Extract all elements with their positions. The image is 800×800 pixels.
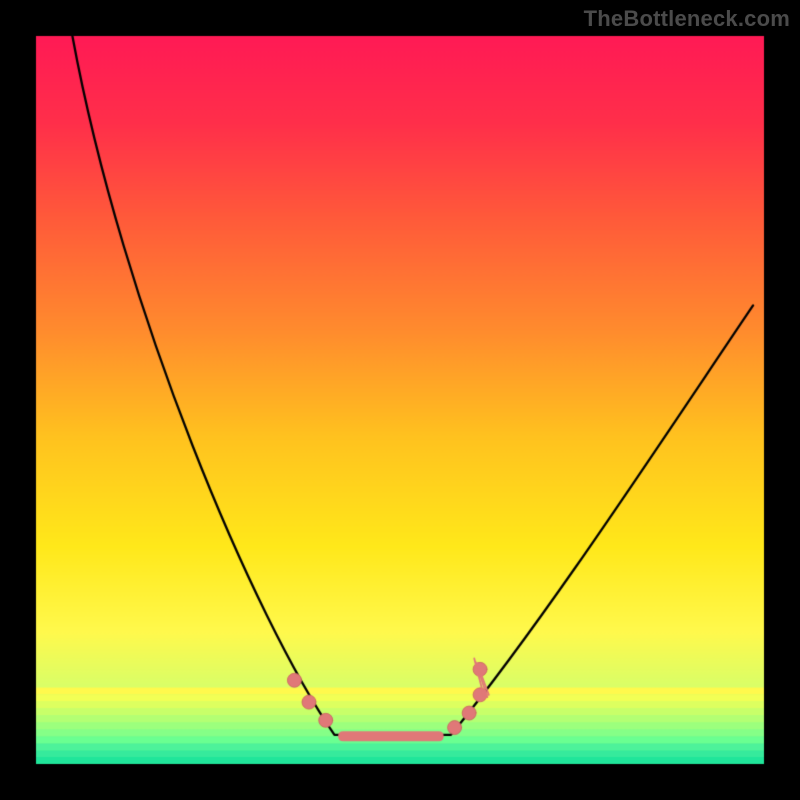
bottleneck-curve bbox=[0, 0, 800, 800]
watermark-text: TheBottleneck.com bbox=[584, 6, 790, 32]
chart-stage: TheBottleneck.com bbox=[0, 0, 800, 800]
